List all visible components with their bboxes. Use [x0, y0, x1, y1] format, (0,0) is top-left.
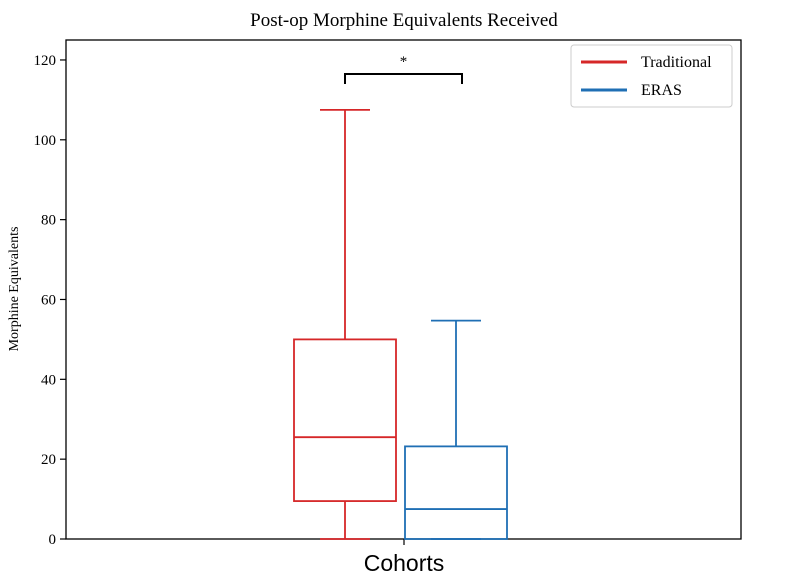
- box-eras: [404, 319, 508, 540]
- y-axis-label: Morphine Equivalents: [7, 227, 22, 352]
- chart-title: Post-op Morphine Equivalents Received: [250, 10, 558, 31]
- x-axis-label: Cohorts: [364, 550, 445, 575]
- plot-frame: [65, 39, 742, 540]
- box-body: [293, 338, 397, 502]
- y-tick-label: 20: [41, 452, 56, 468]
- significance-star: *: [400, 54, 408, 70]
- y-tick-label: 40: [41, 372, 56, 388]
- legend-label-eras: ERAS: [641, 82, 682, 99]
- legend: Traditional ERAS: [570, 44, 733, 108]
- significance-bracket-line: [344, 73, 463, 84]
- y-axis: 0 20 40 60 80 100 120: [34, 53, 66, 548]
- y-tick-label: 80: [41, 213, 56, 229]
- y-tick-label: 0: [49, 532, 57, 548]
- legend-label-traditional: Traditional: [641, 54, 712, 71]
- y-tick-label: 60: [41, 292, 56, 308]
- box-traditional: [293, 108, 397, 540]
- boxes: [293, 108, 508, 540]
- box-body: [404, 445, 508, 540]
- y-tick-label: 100: [34, 133, 57, 149]
- significance-bracket: *: [344, 54, 463, 84]
- y-tick-label: 120: [34, 53, 57, 69]
